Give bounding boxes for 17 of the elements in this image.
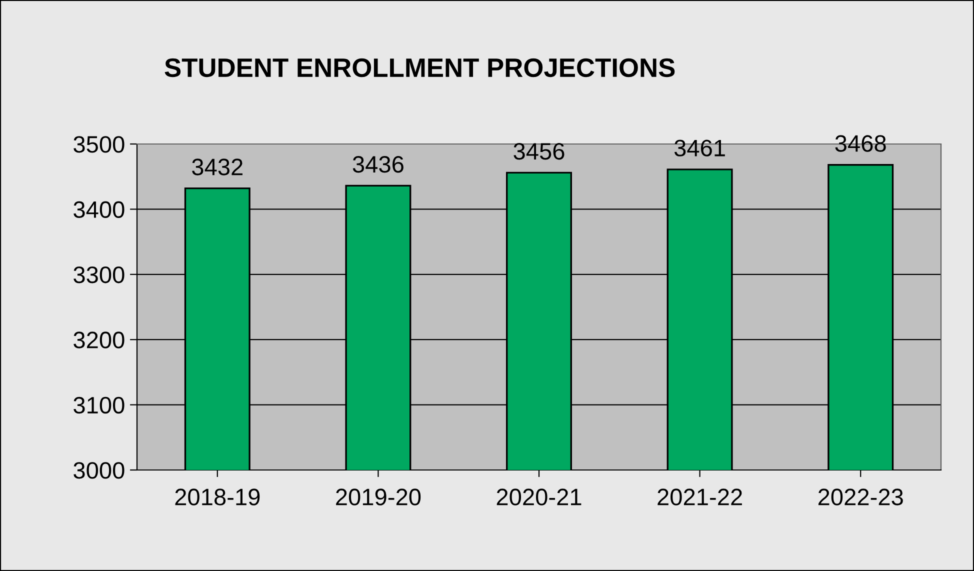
y-tick-label: 3300 — [74, 266, 124, 284]
data-label: 3468 — [835, 135, 886, 152]
y-tick-label: 3200 — [74, 332, 124, 348]
x-tick-label: 2022-23 — [818, 488, 903, 506]
x-tick-label: 2019-20 — [336, 488, 421, 506]
data-label: 3461 — [674, 140, 725, 156]
x-tick-label: 2021-22 — [658, 488, 742, 506]
chart-title: STUDENT ENROLLMENT PROJECTIONS — [164, 58, 675, 78]
x-tick-label: 2020-21 — [496, 488, 582, 506]
x-tick-label: 2018-19 — [175, 488, 260, 506]
y-tick-label: 3400 — [74, 201, 124, 218]
y-tick-label: 3000 — [74, 462, 124, 479]
data-label: 3432 — [192, 158, 242, 176]
data-label: 3456 — [514, 142, 564, 160]
y-tick-label: 3500 — [74, 136, 124, 153]
y-tick-label: 3100 — [74, 396, 124, 414]
data-label: 3436 — [352, 156, 404, 173]
